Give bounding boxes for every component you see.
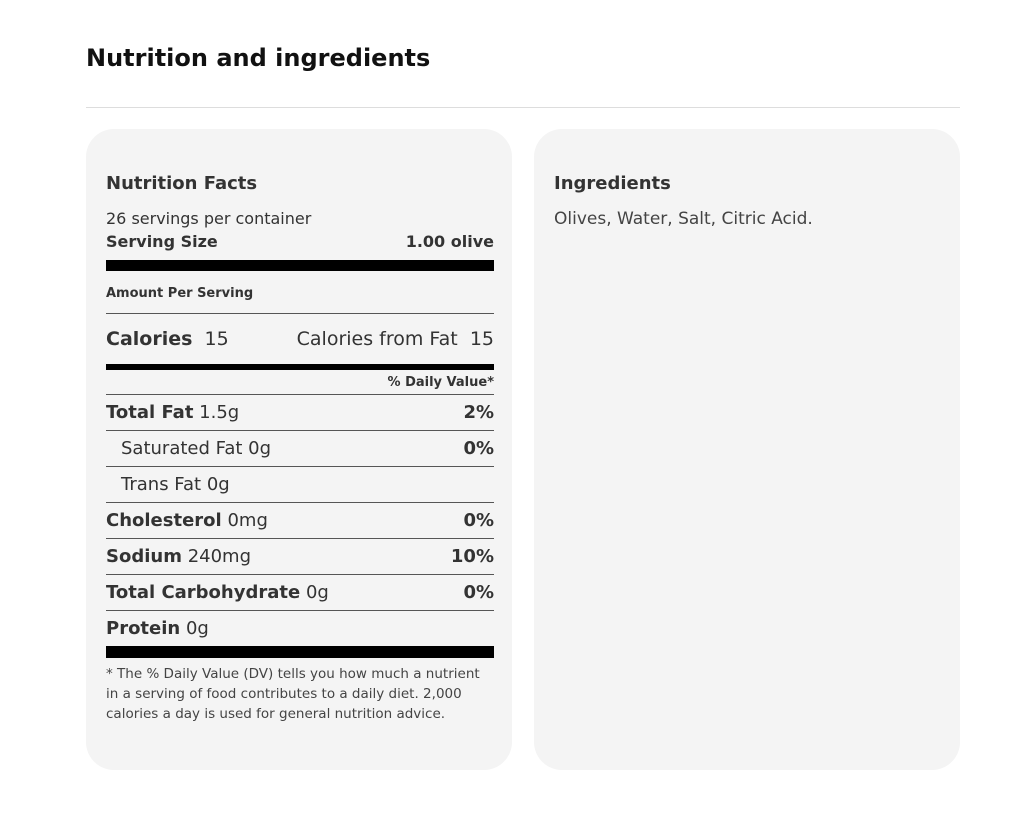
nutrition-label: Nutrition Facts 26 servings per containe… bbox=[106, 171, 494, 724]
calories-fat-label: Calories from Fat bbox=[296, 328, 458, 350]
nutrient: Trans Fat 0g bbox=[106, 474, 230, 495]
nutrient-amount: 0g bbox=[206, 474, 230, 495]
divider bbox=[86, 107, 960, 108]
serving-size: Serving Size 1.00 olive bbox=[106, 230, 494, 254]
daily-value: 2% bbox=[463, 402, 494, 423]
nutrient-name: Saturated Fat bbox=[121, 438, 243, 459]
calories-value: 15 bbox=[204, 328, 229, 350]
nutrient-name: Trans Fat bbox=[121, 474, 202, 495]
section-title: Nutrition and ingredients bbox=[86, 44, 431, 72]
ingredients-panel: Ingredients Olives, Water, Salt, Citric … bbox=[534, 129, 960, 770]
nutrition-title: Nutrition Facts bbox=[106, 173, 258, 194]
daily-value: 10% bbox=[450, 546, 494, 567]
separator bbox=[106, 260, 494, 271]
nutrient-amount: 0g bbox=[185, 618, 209, 639]
nutrient-amount: 0g bbox=[248, 438, 272, 459]
footnote: * The % Daily Value (DV) tells you how m… bbox=[106, 666, 480, 722]
servings: 26 servings per container bbox=[106, 209, 312, 228]
calories-row: Calories 15 Calories from Fat 15 bbox=[106, 314, 494, 364]
nutrient: Sodium 240mg bbox=[106, 546, 251, 567]
nutrient-row: Protein 0g bbox=[106, 611, 494, 646]
nutrient: Cholesterol 0mg bbox=[106, 510, 268, 531]
nutrient-row: Total Carbohydrate 0g 0% bbox=[106, 575, 494, 611]
nutrient-rows: Total Fat 1.5g 2% Saturated Fat 0g 0% Trans … bbox=[106, 395, 494, 646]
ingredients-text: Olives, Water, Salt, Citric Acid. bbox=[554, 209, 813, 229]
calories-fat-value: 15 bbox=[469, 328, 494, 350]
nutrient-row: Total Fat 1.5g 2% bbox=[106, 395, 494, 431]
nutrient-row: Cholesterol 0mg 0% bbox=[106, 503, 494, 539]
nutrient-name: Sodium bbox=[106, 546, 182, 567]
daily-value: 0% bbox=[463, 582, 494, 603]
daily-value: 0% bbox=[463, 510, 494, 531]
serving-size-label: Serving Size bbox=[106, 232, 218, 251]
daily-value: 0% bbox=[463, 438, 494, 459]
calories: Calories 15 bbox=[106, 328, 229, 350]
separator bbox=[106, 646, 494, 658]
nutrient-amount: 0mg bbox=[227, 510, 268, 531]
nutrient: Total Carbohydrate 0g bbox=[106, 582, 329, 603]
serving-size-value: 1.00 olive bbox=[405, 232, 494, 251]
nutrient-amount: 0g bbox=[305, 582, 329, 603]
nutrient: Total Fat 1.5g bbox=[106, 402, 239, 423]
nutrient-row: Trans Fat 0g bbox=[106, 467, 494, 503]
nutrient-name: Cholesterol bbox=[106, 510, 222, 531]
nutrient-name: Total Carbohydrate bbox=[106, 582, 301, 603]
nutrition-panel: Nutrition Facts 26 servings per containe… bbox=[86, 129, 512, 770]
nutrient-row: Saturated Fat 0g 0% bbox=[106, 431, 494, 467]
separator bbox=[106, 364, 494, 370]
ingredients-title: Ingredients bbox=[554, 173, 671, 194]
nutrient-name: Total Fat bbox=[106, 402, 194, 423]
nutrient-row: Sodium 240mg 10% bbox=[106, 539, 494, 575]
calories-fat: Calories from Fat 15 bbox=[297, 328, 494, 350]
nutrient: Protein 0g bbox=[106, 618, 209, 639]
nutrient-name: Protein bbox=[106, 618, 181, 639]
calories-label: Calories bbox=[106, 328, 193, 350]
nutrient: Saturated Fat 0g bbox=[106, 438, 271, 459]
nutrient-amount: 240mg bbox=[187, 546, 252, 567]
nutrient-amount: 1.5g bbox=[199, 402, 240, 423]
amount-per-serving: Amount Per Serving bbox=[106, 271, 494, 314]
daily-value-header: % Daily Value* bbox=[106, 370, 494, 395]
